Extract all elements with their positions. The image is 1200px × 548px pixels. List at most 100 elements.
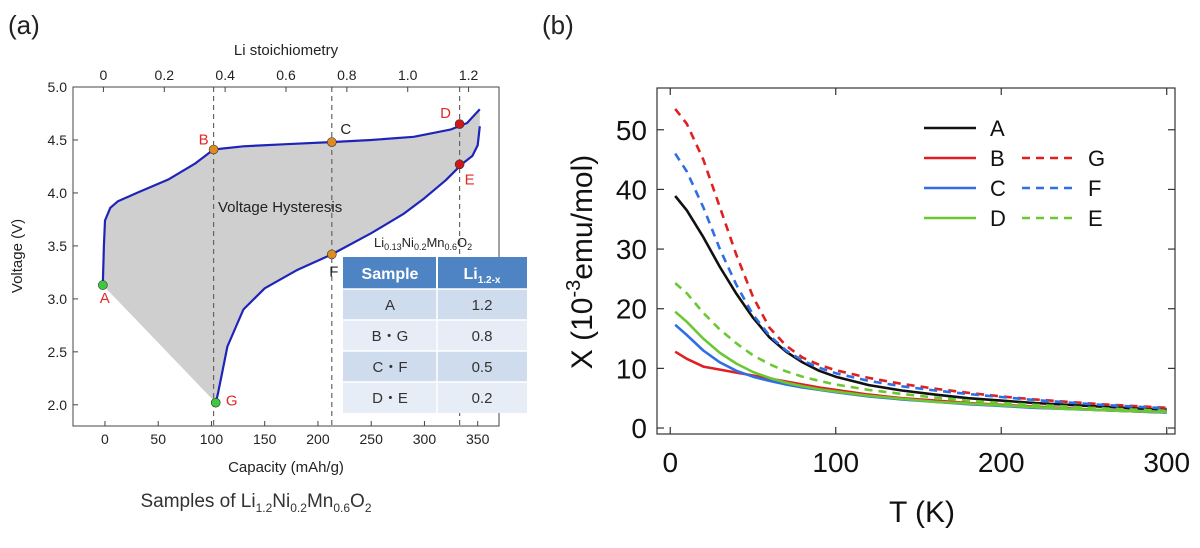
chart-a-top-ticks: 0 0.2 0.4 0.6 0.8 1.0 1.2	[100, 67, 479, 92]
legend-label-D: D	[990, 206, 1006, 231]
table-row	[343, 351, 527, 382]
panel-label-b: (b)	[542, 10, 574, 40]
x-tick-label: 200	[306, 431, 330, 447]
table-header-li-sub: 1.2-x	[478, 275, 501, 286]
table-header-sample: Sample	[362, 266, 419, 283]
x-tick-label: 350	[466, 431, 490, 447]
point-C	[326, 137, 337, 147]
x-tick-label: 0	[662, 447, 678, 478]
chart-a-y-ticks: 2.0 2.5 3.0 3.5 4.0 4.5 5.0	[48, 79, 78, 413]
chart-a-top-label: Li stoichiometry	[234, 42, 339, 59]
y-label-part: emu/mol)	[566, 155, 599, 280]
point-label-G: G	[226, 393, 238, 410]
chart-b-legend: AB G C F D E	[924, 116, 1105, 231]
chart-b-frame	[656, 87, 1176, 435]
top-tick-label: 0.8	[337, 67, 357, 83]
chart-a-y-label: Voltage (V)	[9, 219, 26, 293]
discharge-curve	[214, 126, 481, 403]
point-A	[98, 280, 108, 290]
chart-b-y-ticks: 0 10 20 30 40 50	[616, 115, 1175, 444]
caption-part: O	[350, 491, 365, 512]
y-tick-label: 4.0	[48, 185, 68, 201]
x-tick-label: 100	[812, 447, 859, 478]
table-cell-li: 1.2	[472, 297, 493, 314]
panel-label-a: (a)	[8, 10, 40, 40]
y-label-part: -3	[563, 280, 585, 298]
composition-part: 2	[467, 242, 472, 252]
y-tick-label: 50	[616, 115, 647, 146]
top-tick-label: 0.6	[276, 67, 296, 83]
top-tick-label: 1.2	[459, 67, 479, 83]
point-label-B: B	[199, 132, 209, 149]
point-E	[454, 159, 465, 170]
x-tick-label: 150	[253, 431, 277, 447]
x-tick-label: 50	[150, 431, 166, 447]
series-D	[674, 310, 1167, 414]
table-cell-sample: A	[385, 297, 395, 314]
y-label-part: X (10	[566, 298, 599, 370]
top-tick-label: 1.0	[398, 67, 418, 83]
chart-a: A B C D E F G 0 50 100 150 200 250 300 350 2.0 2.5 3.0 3…	[9, 42, 527, 515]
chart-b-y-label: X (10-3emu/mol)	[563, 155, 599, 370]
legend-label-E: E	[1088, 206, 1103, 231]
chart-b-x-label: T (K)	[889, 496, 955, 529]
composition-part: 0.6	[445, 242, 458, 252]
table-row	[343, 320, 527, 351]
table-rows: A 1.2 B・G 0.8 C・F 0.5 D・E 0.2	[343, 288, 527, 413]
table-cell-sample: D・E	[372, 390, 408, 407]
y-tick-label: 3.0	[48, 291, 68, 307]
composition-part: 0.2	[414, 242, 427, 252]
series-F	[674, 152, 1167, 410]
table-header-li-base: Li	[463, 266, 477, 283]
y-tick-label: 2.5	[48, 344, 68, 360]
x-tick-label: 300	[413, 431, 437, 447]
point-label-D: D	[440, 105, 451, 122]
hysteresis-fill	[102, 109, 480, 403]
hysteresis-label: Voltage Hysteresis	[218, 199, 342, 216]
chart-b-x-ticks: 0 100 200 300	[662, 88, 1190, 478]
table-cell-sample: C・F	[373, 359, 408, 376]
series-E	[674, 282, 1167, 412]
y-tick-label: 20	[616, 294, 647, 325]
composition-part: 0.13	[384, 242, 402, 252]
legend-label-G: G	[1088, 146, 1105, 171]
legend-label-B: B	[990, 146, 1005, 171]
table-cell-sample: B・G	[372, 328, 409, 345]
point-F	[326, 249, 337, 260]
y-tick-label: 40	[616, 174, 647, 205]
hysteresis-area	[102, 109, 480, 403]
table-header-li: Li1.2-x	[463, 266, 500, 286]
point-B	[208, 144, 219, 155]
legend-label-C: C	[990, 176, 1006, 201]
composition-label: Li0.13Ni0.2Mn0.6O2	[374, 235, 472, 252]
caption-part: Ni	[272, 491, 290, 512]
x-tick-label: 0	[101, 431, 109, 447]
composition-part: O	[457, 235, 467, 250]
point-label-F: F	[329, 263, 338, 280]
caption-part: 1.2	[256, 501, 273, 515]
chart-b-curves	[674, 108, 1167, 414]
y-tick-label: 3.5	[48, 238, 68, 254]
point-label-A: A	[100, 290, 110, 307]
table-cell-li: 0.2	[472, 390, 493, 407]
top-tick-label: 0.2	[155, 67, 175, 83]
composition-part: Li	[374, 235, 384, 250]
x-tick-label: 250	[360, 431, 384, 447]
series-A	[674, 195, 1167, 411]
top-tick-label: 0.4	[215, 67, 235, 83]
y-tick-label: 4.5	[48, 132, 68, 148]
chart-a-x-ticks: 0 50 100 150 200 250 300 350	[101, 421, 490, 447]
caption-part: 0.2	[290, 501, 307, 515]
chart-b: 0 100 200 300 0 10 20 30 40 50 AB G C F D E T (K) X (…	[563, 87, 1190, 529]
table-header-bg	[343, 257, 527, 289]
caption-part: Samples of Li	[140, 491, 255, 512]
chart-a-x-label: Capacity (mAh/g)	[228, 459, 344, 476]
composition-part: Ni	[402, 235, 414, 250]
chart-a-points: A B C D E F G	[98, 105, 475, 410]
point-label-C: C	[340, 121, 351, 138]
point-label-E: E	[465, 171, 475, 188]
y-tick-label: 2.0	[48, 397, 68, 413]
caption-part: 0.6	[333, 501, 350, 515]
sample-table: Sample Li1.2-x A 1.2 B・G 0.8 C・F 0.5 D・E 0.2	[343, 257, 527, 413]
